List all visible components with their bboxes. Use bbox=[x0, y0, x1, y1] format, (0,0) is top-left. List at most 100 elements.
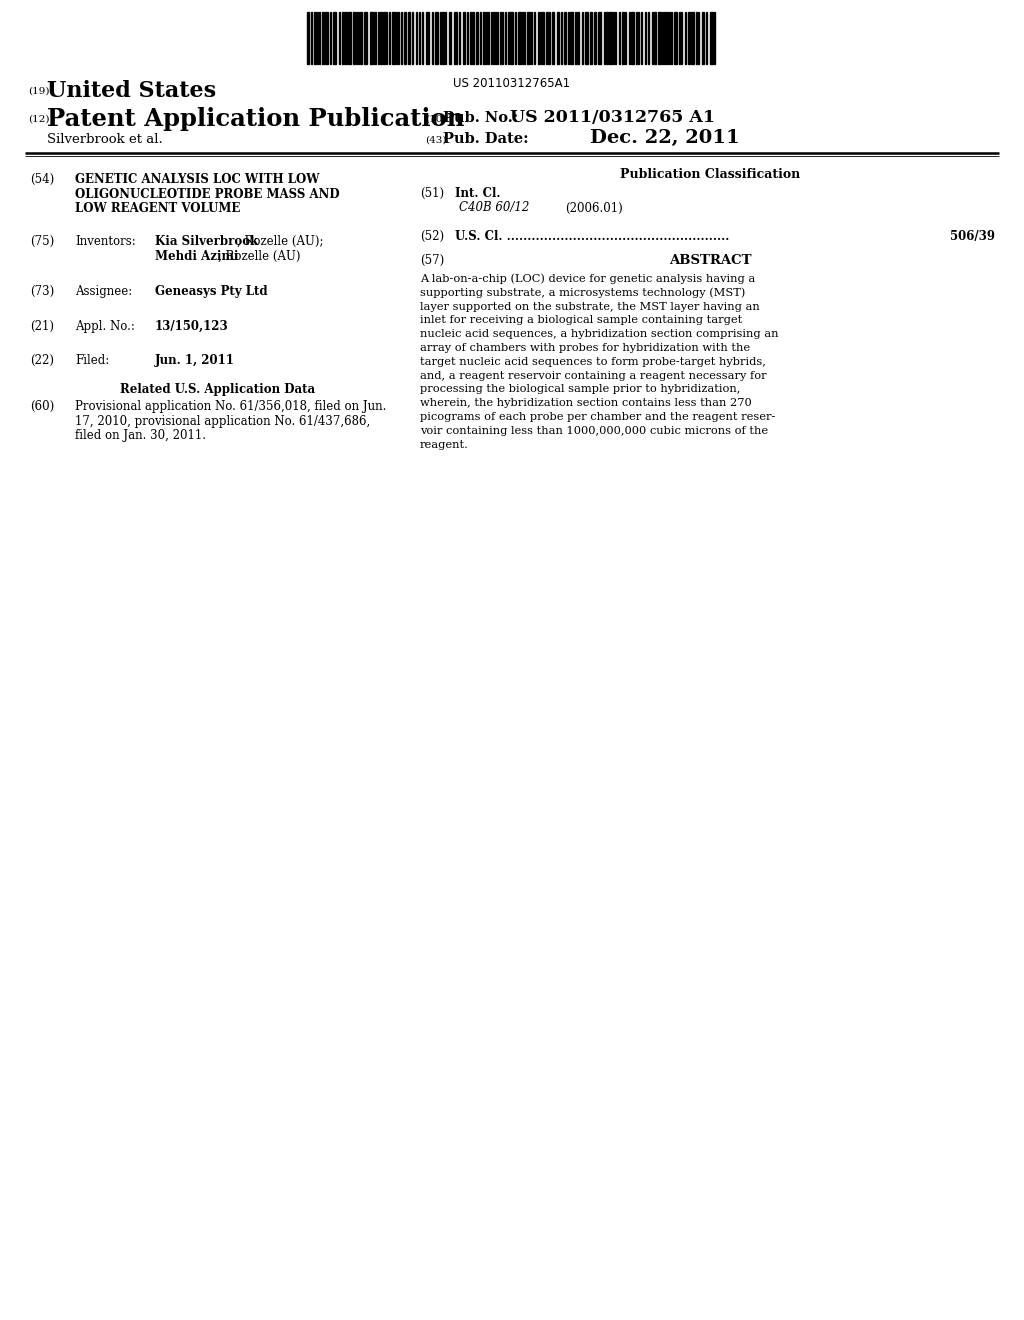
Text: array of chambers with probes for hybridization with the: array of chambers with probes for hybrid… bbox=[420, 343, 751, 352]
Text: Inventors:: Inventors: bbox=[75, 235, 136, 248]
Text: reagent.: reagent. bbox=[420, 440, 469, 450]
Bar bbox=[658, 12, 662, 63]
Text: Mehdi Azimi: Mehdi Azimi bbox=[155, 249, 239, 263]
Text: United States: United States bbox=[47, 81, 216, 102]
Text: Kia Silverbrook: Kia Silverbrook bbox=[155, 235, 258, 248]
Text: Patent Application Publication: Patent Application Publication bbox=[47, 107, 464, 131]
Bar bbox=[314, 12, 316, 63]
Text: 506/39: 506/39 bbox=[950, 230, 995, 243]
Text: (12): (12) bbox=[28, 115, 49, 124]
Text: Related U.S. Application Data: Related U.S. Application Data bbox=[120, 383, 315, 396]
Text: voir containing less than 1000,000,000 cubic microns of the: voir containing less than 1000,000,000 c… bbox=[420, 426, 768, 436]
Text: (10): (10) bbox=[425, 115, 446, 124]
Bar bbox=[374, 12, 376, 63]
Bar bbox=[606, 12, 608, 63]
Text: Geneasys Pty Ltd: Geneasys Pty Ltd bbox=[155, 285, 267, 298]
Bar bbox=[552, 12, 554, 63]
Text: OLIGONUCLEOTIDE PROBE MASS AND: OLIGONUCLEOTIDE PROBE MASS AND bbox=[75, 187, 340, 201]
Text: (19): (19) bbox=[28, 87, 49, 96]
Text: Pub. Date:: Pub. Date: bbox=[443, 132, 528, 147]
Text: C40B 60/12: C40B 60/12 bbox=[459, 202, 529, 214]
Text: Silverbrook et al.: Silverbrook et al. bbox=[47, 133, 163, 147]
Text: nucleic acid sequences, a hybridization section comprising an: nucleic acid sequences, a hybridization … bbox=[420, 329, 778, 339]
Bar bbox=[510, 12, 513, 63]
Bar bbox=[325, 12, 328, 63]
Text: US 2011/0312765 A1: US 2011/0312765 A1 bbox=[510, 110, 715, 125]
Text: (2006.01): (2006.01) bbox=[565, 202, 623, 214]
Text: Dec. 22, 2011: Dec. 22, 2011 bbox=[590, 129, 739, 147]
Bar bbox=[594, 12, 596, 63]
Text: (73): (73) bbox=[30, 285, 54, 298]
Bar bbox=[392, 12, 395, 63]
Bar bbox=[472, 12, 474, 63]
Bar bbox=[518, 12, 521, 63]
Bar bbox=[435, 12, 438, 63]
Bar bbox=[322, 12, 324, 63]
Text: and, a reagent reservoir containing a reagent necessary for: and, a reagent reservoir containing a re… bbox=[420, 371, 767, 380]
Text: Jun. 1, 2011: Jun. 1, 2011 bbox=[155, 354, 234, 367]
Bar bbox=[426, 12, 429, 63]
Bar bbox=[691, 12, 694, 63]
Text: U.S. Cl. ......................................................: U.S. Cl. ...............................… bbox=[455, 230, 729, 243]
Text: (52): (52) bbox=[420, 230, 444, 243]
Text: inlet for receiving a biological sample containing target: inlet for receiving a biological sample … bbox=[420, 315, 742, 326]
Bar bbox=[404, 12, 406, 63]
Bar bbox=[342, 12, 344, 63]
Bar bbox=[463, 12, 465, 63]
Bar bbox=[557, 12, 559, 63]
Text: (22): (22) bbox=[30, 354, 54, 367]
Text: Int. Cl.: Int. Cl. bbox=[455, 187, 501, 201]
Bar bbox=[609, 12, 612, 63]
Bar bbox=[664, 12, 666, 63]
Text: layer supported on the substrate, the MST layer having an: layer supported on the substrate, the MS… bbox=[420, 301, 760, 312]
Bar bbox=[360, 12, 362, 63]
Text: Provisional application No. 61/356,018, filed on Jun.: Provisional application No. 61/356,018, … bbox=[75, 400, 386, 413]
Text: Assignee:: Assignee: bbox=[75, 285, 132, 298]
Text: (51): (51) bbox=[420, 187, 444, 201]
Text: (75): (75) bbox=[30, 235, 54, 248]
Text: A lab-on-a-chip (LOC) device for genetic analysis having a: A lab-on-a-chip (LOC) device for genetic… bbox=[420, 273, 756, 284]
Bar bbox=[353, 12, 355, 63]
Bar bbox=[449, 12, 451, 63]
Text: (54): (54) bbox=[30, 173, 54, 186]
Text: 13/150,123: 13/150,123 bbox=[155, 319, 228, 333]
Bar bbox=[333, 12, 336, 63]
Bar bbox=[364, 12, 367, 63]
Bar bbox=[542, 12, 544, 63]
Bar bbox=[702, 12, 705, 63]
Bar bbox=[408, 12, 410, 63]
Bar bbox=[442, 12, 444, 63]
Text: Publication Classification: Publication Classification bbox=[620, 168, 800, 181]
Bar bbox=[527, 12, 530, 63]
Text: (21): (21) bbox=[30, 319, 54, 333]
Bar bbox=[348, 12, 351, 63]
Bar bbox=[564, 12, 566, 63]
Text: LOW REAGENT VOLUME: LOW REAGENT VOLUME bbox=[75, 202, 241, 215]
Text: (57): (57) bbox=[420, 253, 444, 267]
Bar bbox=[631, 12, 634, 63]
Text: supporting substrate, a microsystems technology (MST): supporting substrate, a microsystems tec… bbox=[420, 288, 745, 298]
Text: filed on Jan. 30, 2011.: filed on Jan. 30, 2011. bbox=[75, 429, 206, 442]
Text: picograms of each probe per chamber and the reagent reser-: picograms of each probe per chamber and … bbox=[420, 412, 775, 422]
Bar bbox=[710, 12, 713, 63]
Bar bbox=[370, 12, 373, 63]
Text: processing the biological sample prior to hybridization,: processing the biological sample prior t… bbox=[420, 384, 740, 395]
Text: GENETIC ANALYSIS LOC WITH LOW: GENETIC ANALYSIS LOC WITH LOW bbox=[75, 173, 319, 186]
Text: , Rozelle (AU);: , Rozelle (AU); bbox=[237, 235, 324, 248]
Bar bbox=[307, 12, 309, 63]
Bar bbox=[483, 12, 485, 63]
Bar bbox=[654, 12, 656, 63]
Bar bbox=[345, 12, 347, 63]
Text: 17, 2010, provisional application No. 61/437,686,: 17, 2010, provisional application No. 61… bbox=[75, 414, 371, 428]
Text: Appl. No.:: Appl. No.: bbox=[75, 319, 135, 333]
Bar bbox=[548, 12, 550, 63]
Text: Filed:: Filed: bbox=[75, 354, 110, 367]
Bar bbox=[570, 12, 573, 63]
Text: ABSTRACT: ABSTRACT bbox=[669, 253, 752, 267]
Text: wherein, the hybridization section contains less than 270: wherein, the hybridization section conta… bbox=[420, 399, 752, 408]
Text: , Rozelle (AU): , Rozelle (AU) bbox=[218, 249, 300, 263]
Bar bbox=[622, 12, 624, 63]
Bar bbox=[476, 12, 478, 63]
Bar bbox=[598, 12, 601, 63]
Text: target nucleic acid sequences to form probe-target hybrids,: target nucleic acid sequences to form pr… bbox=[420, 356, 766, 367]
